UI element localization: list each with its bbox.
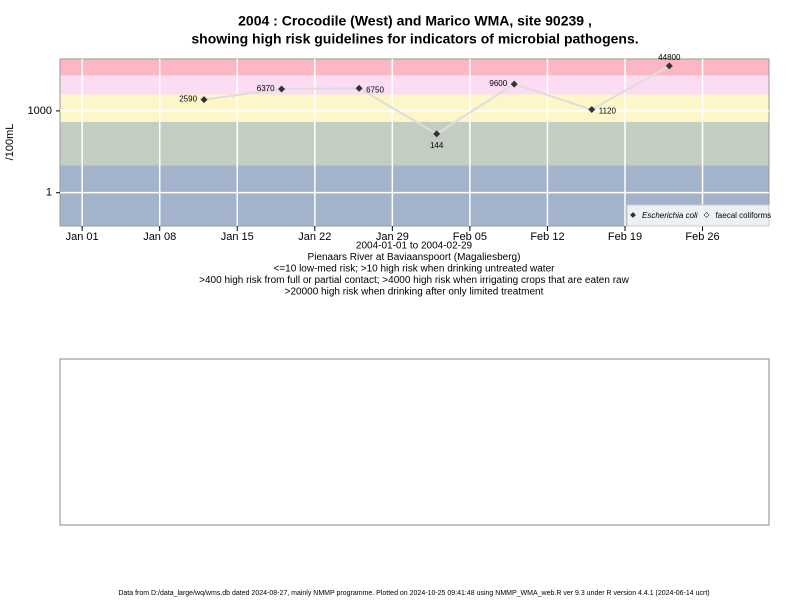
data-label: 144: [430, 141, 444, 150]
y-axis-label: /100mL: [4, 124, 16, 161]
data-point: [510, 80, 518, 88]
note: >20000 high risk when drinking after onl…: [285, 287, 544, 298]
note: <=10 low-med risk; >10 high risk when dr…: [274, 264, 556, 275]
data-label: 6750: [366, 85, 384, 94]
empty-panel: [59, 358, 770, 526]
x-tick-label: Feb 26: [685, 231, 719, 243]
risk-band: [60, 121, 769, 166]
x-tick-label: Jan 22: [298, 231, 331, 243]
legend-marker: [630, 212, 636, 218]
data-point: [355, 84, 363, 92]
legend-box: [626, 204, 770, 227]
data-point: [665, 62, 673, 70]
data-point: [588, 106, 596, 114]
footer: Data from D:/data_large/wq/wms.db dated …: [118, 590, 709, 597]
title-line: 2004 : Crocodile (West) and Marico WMA, …: [238, 13, 592, 29]
data-label: 2590: [179, 95, 197, 104]
data-label: 6370: [257, 84, 275, 93]
risk-band: [60, 75, 769, 95]
risk-band: [60, 94, 769, 122]
note: >400 high risk from full or partial cont…: [199, 275, 629, 286]
plot-frame: [59, 58, 770, 227]
x-tick-label: Feb 12: [530, 231, 564, 243]
legend-label: faecal coliforms: [716, 211, 772, 220]
legend-marker: [703, 212, 710, 218]
x-tick-label: Feb 19: [608, 231, 642, 243]
x-tick-label: Jan 08: [143, 231, 176, 243]
y-tick-label: 1000: [28, 105, 52, 117]
data-label: 44800: [658, 53, 681, 62]
x-tick-label: Jan 01: [66, 231, 99, 243]
legend-label: Escherichia coli: [642, 211, 698, 220]
x-tick-label: Jan 29: [376, 231, 409, 243]
data-point: [278, 85, 286, 93]
data-label: 9600: [489, 79, 507, 88]
x-tick-label: Feb 05: [453, 231, 487, 243]
title-line: showing high risk guidelines for indicat…: [191, 31, 638, 47]
x-tick-label: Jan 15: [221, 231, 254, 243]
data-label: 1120: [599, 107, 617, 116]
note: Pienaars River at Baviaanspoort (Magalie…: [308, 252, 521, 263]
y-tick-label: 1: [46, 187, 52, 199]
data-point: [200, 96, 208, 104]
data-point: [433, 130, 441, 138]
note: 2004-01-01 to 2004-02-29: [356, 241, 473, 252]
